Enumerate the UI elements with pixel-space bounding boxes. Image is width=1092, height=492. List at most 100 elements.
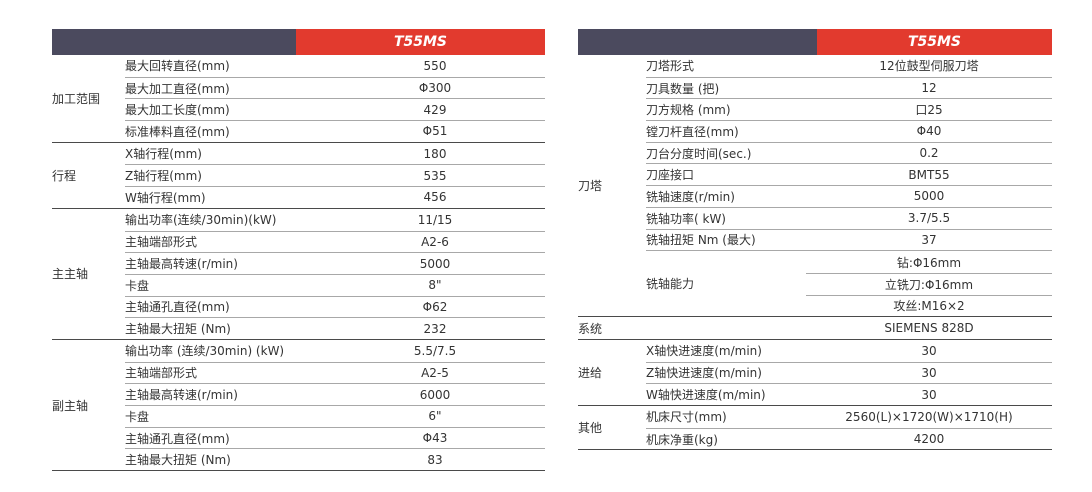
spec-name: 刀座接口: [646, 168, 695, 183]
spec-value: Φ40: [916, 124, 942, 139]
spec-value: 30: [921, 365, 937, 380]
right-table-header: T55MS: [578, 29, 1052, 55]
header-dark-block: [578, 29, 817, 55]
spec-value: 456: [423, 190, 447, 205]
spec-group-system: 系统 SIEMENS 828D: [578, 317, 1052, 340]
spec-value: 4200: [913, 432, 945, 447]
spec-name: X轴行程(mm): [125, 147, 202, 162]
spec-value: 5000: [913, 189, 945, 204]
spec-value: 6000: [419, 387, 451, 402]
spec-name: 输出功率(连续/30min)(kW): [125, 213, 277, 228]
spec-name: W轴快进速度(m/min): [646, 388, 766, 403]
spec-row: 铣轴速度(r/min) 5000: [646, 185, 1052, 207]
spec-row: 主轴端部形式 A2-5: [125, 361, 545, 384]
left-table-header: T55MS: [52, 29, 545, 55]
spec-value: 429: [423, 102, 447, 117]
spec-name: 刀方规格 (mm): [646, 103, 731, 118]
group-category: 行程: [52, 168, 77, 183]
spec-value: Φ43: [422, 431, 448, 446]
spec-value: BMT55: [908, 167, 950, 182]
spec-name: 主轴最大扭矩 (Nm): [125, 453, 231, 468]
spec-name: 主轴端部形式: [125, 235, 198, 250]
spec-name: Z轴行程(mm): [125, 169, 202, 184]
spec-name: X轴快进速度(m/min): [646, 344, 762, 359]
spec-row: 标准棒料直径(mm) Φ51: [125, 120, 545, 142]
spec-value: 5000: [419, 256, 451, 271]
spec-name: 主轴最高转速(r/min): [125, 388, 238, 403]
spec-name: 机床尺寸(mm): [646, 410, 727, 425]
spec-row: 刀塔形式 12位鼓型伺服刀塔: [646, 55, 1052, 77]
spec-value: 钻:Φ16mm: [896, 255, 962, 270]
spec-row: 铣轴功率( kW) 3.7/5.5: [646, 206, 1052, 229]
group-category: 加工范围: [52, 91, 101, 106]
spec-row: 输出功率(连续/30min)(kW) 11/15: [125, 209, 545, 231]
spec-group-main-spindle: 主主轴 输出功率(连续/30min)(kW) 11/15 主轴端部形式 A2-6 主…: [52, 209, 545, 340]
spec-name: 铣轴功率( kW): [646, 211, 726, 226]
spec-row: Z轴快进速度(m/min) 30: [646, 361, 1052, 384]
spec-row: 刀台分度时间(sec.) 0.2: [646, 141, 1052, 164]
spec-name: 铣轴能力: [646, 277, 695, 292]
spec-value: 12: [921, 81, 937, 96]
spec-row: 主轴通孔直径(mm) Φ43: [125, 426, 545, 449]
spec-value: 232: [423, 321, 447, 336]
spec-name: 刀台分度时间(sec.): [646, 146, 752, 161]
spec-group-sub-spindle: 副主轴 输出功率 (连续/30min) (kW) 5.5/7.5 主轴端部形式 A2…: [52, 340, 545, 472]
spec-name: 刀塔形式: [646, 59, 695, 74]
right-spec-table: T55MS 刀塔 刀塔形式 12位鼓型伺服刀塔 刀具数量 (把) 12 刀方规格 (…: [578, 29, 1052, 451]
spec-row: 最大回转直径(mm) 550: [125, 55, 545, 77]
spec-value: 550: [423, 58, 447, 73]
spec-row: 主轴通孔直径(mm) Φ62: [125, 295, 545, 318]
spec-value: 5.5/7.5: [413, 343, 457, 358]
spec-group-feed: 进给 X轴快进速度(m/min) 30 Z轴快进速度(m/min) 30 W轴快进速…: [578, 340, 1052, 406]
spec-name: 主轴通孔直径(mm): [125, 300, 230, 315]
spec-name: 主轴最大扭矩 (Nm): [125, 322, 231, 337]
spec-value: 0.2: [919, 146, 939, 161]
spec-value: 攻丝:M16×2: [806, 294, 1052, 317]
spec-row: Z轴行程(mm) 535: [125, 164, 545, 186]
spec-name: 镗刀杆直径(mm): [646, 124, 739, 139]
spec-value: 83: [427, 452, 443, 467]
spec-row: 输出功率 (连续/30min) (kW) 5.5/7.5: [125, 340, 545, 362]
spec-group-machining-range: 加工范围 最大回转直径(mm) 550 最大加工直径(mm) Φ300 最大加工长度…: [52, 55, 545, 143]
spec-value: 535: [423, 168, 447, 183]
spec-row: X轴行程(mm) 180: [125, 143, 545, 165]
spec-name: 主轴端部形式: [125, 366, 198, 381]
spec-row: 卡盘 6": [125, 405, 545, 427]
spec-group-turret: 刀塔 刀塔形式 12位鼓型伺服刀塔 刀具数量 (把) 12 刀方规格 (mm) 口25…: [578, 55, 1052, 318]
spec-name: 输出功率 (连续/30min) (kW): [125, 344, 285, 359]
spec-row: X轴快进速度(m/min) 30: [646, 340, 1052, 362]
group-category: 其他: [578, 421, 603, 436]
group-category: 刀塔: [578, 179, 603, 194]
spec-name: W轴行程(mm): [125, 190, 206, 205]
spec-group-other: 其他 机床尺寸(mm) 2560(L)×1720(W)×1710(H) 机床净重(…: [578, 406, 1052, 451]
spec-row: 主轴最高转速(r/min) 6000: [125, 383, 545, 405]
spec-row: 刀具数量 (把) 12: [646, 76, 1052, 99]
spec-row: 最大加工直径(mm) Φ300: [125, 76, 545, 99]
spec-row: 最大加工长度(mm) 429: [125, 98, 545, 120]
spec-name: 最大回转直径(mm): [125, 59, 230, 74]
spec-row: 卡盘 8": [125, 273, 545, 296]
spec-name: 最大加工长度(mm): [125, 103, 230, 118]
spec-name: 卡盘: [125, 409, 150, 424]
group-category: 副主轴: [52, 398, 89, 413]
spec-value: 180: [423, 146, 447, 161]
spec-row: W轴快进速度(m/min) 30: [646, 383, 1052, 405]
spec-row: SIEMENS 828D: [646, 317, 1052, 339]
spec-row: 机床净重(kg) 4200: [646, 427, 1052, 450]
group-category: 主主轴: [52, 267, 89, 282]
model-label: T55MS: [817, 29, 1052, 55]
header-dark-block: [52, 29, 296, 55]
spec-value: Φ300: [418, 81, 452, 96]
spec-value: 6": [428, 409, 442, 424]
spec-value: 37: [921, 232, 937, 247]
spec-value: 口25: [915, 103, 943, 118]
spec-name: Z轴快进速度(m/min): [646, 366, 762, 381]
spec-value: 11/15: [417, 212, 453, 227]
spec-group-travel: 行程 X轴行程(mm) 180 Z轴行程(mm) 535 W轴行程(mm) 456: [52, 143, 545, 209]
spec-name: 主轴通孔直径(mm): [125, 431, 230, 446]
spec-value: 12位鼓型伺服刀塔: [879, 59, 979, 74]
model-label: T55MS: [296, 29, 545, 55]
spec-name: 铣轴速度(r/min): [646, 189, 735, 204]
spec-value: 30: [921, 343, 937, 358]
spec-name: 卡盘: [125, 278, 150, 293]
